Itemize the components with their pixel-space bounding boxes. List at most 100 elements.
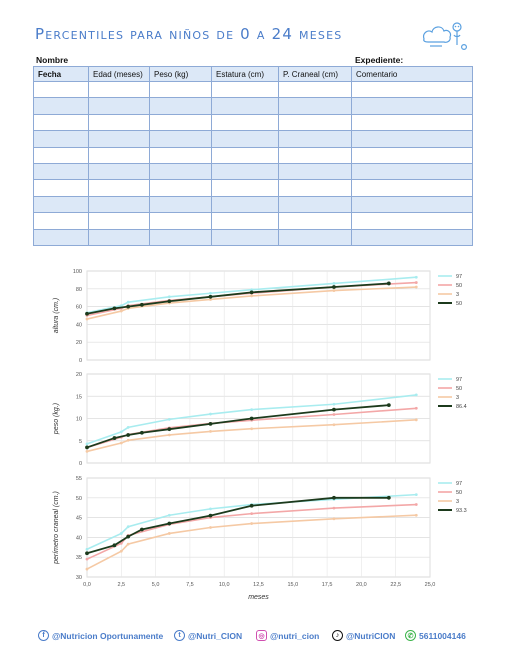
table-cell[interactable] [211, 179, 279, 197]
footer-whatsapp[interactable]: ✆ 5611004146 [405, 630, 466, 641]
table-cell[interactable] [88, 97, 150, 115]
y-tick-label: 60 [76, 305, 82, 311]
table-cell[interactable] [33, 146, 89, 164]
table-cell[interactable] [88, 179, 150, 197]
table-cell[interactable] [33, 113, 89, 132]
table-cell[interactable] [149, 212, 212, 230]
col-fecha: Fecha [33, 66, 89, 82]
records-table: Fecha Edad (meses) Peso (kg) Estatura (c… [33, 66, 473, 246]
table-cell[interactable] [211, 113, 279, 132]
table-cell[interactable] [211, 195, 279, 214]
table-cell[interactable] [211, 162, 279, 181]
table-cell[interactable] [211, 146, 279, 164]
page-title: Percentiles para niños de 0 a 24 meses [35, 25, 343, 43]
legend-label: 3 [456, 499, 459, 505]
table-cell[interactable] [211, 80, 279, 99]
table-cell[interactable] [88, 195, 150, 214]
data-point [167, 299, 172, 304]
height-chart: 0 20 40 60 80 100 altura (cm.) 97 50 3 50 [53, 269, 462, 364]
table-cell[interactable] [149, 113, 212, 132]
table-cell[interactable] [278, 179, 352, 197]
table-cell[interactable] [278, 80, 352, 99]
table-cell[interactable] [88, 113, 150, 132]
table-cell[interactable] [351, 162, 473, 181]
table-cell[interactable] [278, 97, 352, 115]
table-cell[interactable] [211, 130, 279, 148]
table-cell[interactable] [211, 97, 279, 115]
table-cell[interactable] [88, 228, 150, 246]
table-cell[interactable] [351, 146, 473, 164]
table-cell[interactable] [278, 113, 352, 132]
table-cell[interactable] [351, 97, 473, 115]
table-cell[interactable] [211, 228, 279, 246]
footer-twitter[interactable]: t @Nutri_CION [174, 630, 242, 641]
table-cell[interactable] [149, 146, 212, 164]
table-cell[interactable] [33, 162, 89, 181]
table-cell[interactable] [351, 195, 473, 214]
table-cell[interactable] [211, 212, 279, 230]
table-cell[interactable] [278, 162, 352, 181]
x-tick-label: 7,5 [186, 582, 194, 588]
table-cell[interactable] [33, 80, 89, 99]
table-cell[interactable] [278, 212, 352, 230]
table-cell[interactable] [33, 130, 89, 148]
table-cell[interactable] [88, 130, 150, 148]
y-tick-label: 30 [76, 575, 82, 581]
table-cell[interactable] [33, 228, 89, 246]
table-cell[interactable] [351, 179, 473, 197]
data-point [209, 412, 212, 416]
data-point [414, 503, 418, 506]
table-cell[interactable] [278, 228, 352, 246]
x-tick-label: 5,0 [152, 582, 160, 588]
data-point [126, 304, 131, 309]
table-cell[interactable] [88, 212, 150, 230]
tiktok-icon: ♪ [332, 630, 343, 641]
table-cell[interactable] [33, 179, 89, 197]
table-cell[interactable] [149, 97, 212, 115]
whatsapp-icon: ✆ [405, 630, 416, 641]
table-cell[interactable] [149, 80, 212, 99]
table-cell[interactable] [88, 146, 150, 164]
data-point [249, 503, 254, 508]
table-cell[interactable] [278, 130, 352, 148]
table-cell[interactable] [351, 113, 473, 132]
x-tick-label: 15,0 [287, 582, 298, 588]
data-point [126, 300, 130, 304]
table-cell[interactable] [149, 228, 212, 246]
y-tick-label: 40 [76, 322, 82, 328]
data-point [167, 295, 171, 299]
table-cell[interactable] [351, 228, 473, 246]
twitter-icon: t [174, 630, 185, 641]
y-tick-label: 0 [79, 461, 82, 467]
table-cell[interactable] [33, 212, 89, 230]
instagram-handle: @nutri_cion [270, 630, 320, 641]
data-point [126, 534, 131, 539]
footer-instagram[interactable]: ◎ @nutri_cion [256, 630, 319, 641]
table-cell[interactable] [88, 162, 150, 181]
table-cell[interactable] [149, 179, 212, 197]
table-cell[interactable] [149, 195, 212, 214]
table-cell[interactable] [88, 80, 150, 99]
footer-tiktok[interactable]: ♪ @NutriCION [332, 630, 395, 641]
data-point [332, 407, 336, 412]
data-point [250, 427, 254, 431]
y-axis-label: altura (cm.) [53, 298, 60, 333]
data-point [208, 421, 213, 426]
y-axis-label: peso (kg.) [53, 403, 60, 435]
table-cell[interactable] [351, 130, 473, 148]
table-cell[interactable] [149, 130, 212, 148]
footer-facebook[interactable]: f @Nutricion Oportunamente [38, 630, 163, 641]
table-row [33, 179, 473, 197]
data-point [119, 541, 123, 545]
table-cell[interactable] [351, 212, 473, 230]
table-cell[interactable] [278, 195, 352, 214]
table-cell[interactable] [149, 162, 212, 181]
table-cell[interactable] [278, 146, 352, 164]
table-cell[interactable] [33, 97, 89, 115]
data-point [126, 438, 130, 442]
y-tick-label: 35 [76, 555, 82, 561]
data-point [167, 521, 172, 526]
table-cell[interactable] [351, 80, 473, 99]
data-point [119, 441, 123, 445]
table-cell[interactable] [33, 195, 89, 214]
